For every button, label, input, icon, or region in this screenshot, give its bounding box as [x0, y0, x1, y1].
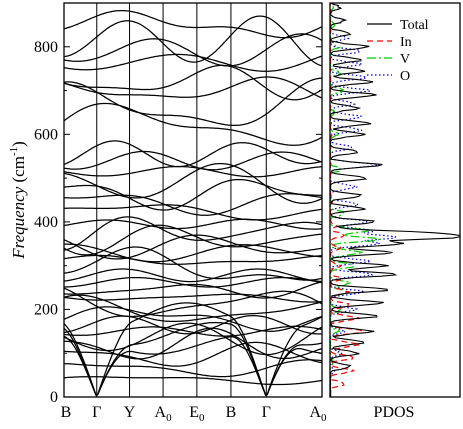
y-tick-label: 0 — [50, 389, 58, 406]
pdos-total-curve — [329, 2, 461, 398]
y-tick-label: 800 — [34, 39, 58, 56]
x-tick-label: A0 — [155, 404, 173, 424]
y-tick-label: 400 — [34, 214, 58, 231]
x-tick-label: Y — [124, 404, 136, 421]
pdos-v-curve — [329, 2, 382, 398]
x-tick-label: B — [61, 404, 72, 421]
legend-label-total: Total — [400, 18, 429, 33]
x-axis-ticks: B Γ Y A0 E0 B Γ A0 — [61, 404, 327, 424]
high-symmetry-lines — [96, 3, 267, 397]
legend-label-in: In — [400, 35, 412, 50]
optical-branch — [63, 33, 323, 67]
optical-branch — [63, 140, 323, 168]
optical-branch — [63, 178, 322, 211]
pdos-legend: Total In VO — [367, 18, 429, 84]
optical-branch — [63, 306, 323, 332]
y-axis-title-unit: (cm — [9, 156, 28, 187]
optical-branch — [63, 76, 323, 99]
y-axis-title-exp: -1 — [8, 147, 20, 156]
dispersion-axes-frame — [63, 2, 323, 398]
x-tick-label: A0 — [309, 404, 327, 424]
optical-branch — [63, 53, 323, 72]
x-tick-label: B — [226, 404, 237, 421]
legend-label-v: V — [400, 52, 410, 67]
optical-branch — [63, 268, 323, 283]
optical-branch — [63, 376, 323, 386]
x-tick-label: E0 — [189, 404, 205, 424]
optical-branch — [63, 341, 323, 367]
optical-branch — [63, 216, 323, 251]
acoustic-branch — [63, 321, 323, 397]
optical-branch — [63, 224, 323, 256]
x-tick-label: Γ — [92, 404, 101, 421]
optical-branch — [63, 293, 323, 303]
optical-branch — [63, 325, 323, 337]
optical-branch — [63, 281, 323, 299]
optical-branch — [63, 243, 323, 263]
pdos-panel: Total In VO PDOS — [329, 2, 461, 421]
pdos-axes-frame — [329, 2, 461, 398]
pdos-x-label: PDOS — [374, 404, 415, 421]
y-axis-title-close: ) — [9, 141, 28, 147]
optical-branch — [63, 287, 323, 318]
y-axis-ticks: 0 200 400 600 800 — [34, 39, 322, 406]
optical-branch — [63, 322, 323, 356]
dispersion-panel: 0 200 400 600 800 B Γ Y A0 E0 B Γ A0 Frequency (cm-… — [8, 2, 327, 424]
x-tick-label: Γ — [262, 404, 271, 421]
optical-branch — [63, 150, 323, 171]
optical-branch — [63, 294, 323, 323]
optical-branch — [63, 165, 323, 178]
phonon-branches — [63, 9, 323, 397]
optical-branch — [63, 218, 323, 230]
optical-branch — [63, 15, 323, 67]
optical-branch — [63, 102, 323, 146]
y-tick-label: 600 — [34, 126, 58, 143]
y-axis-title-main: Frequency — [9, 186, 28, 260]
optical-branch — [63, 64, 323, 101]
optical-branch — [63, 254, 323, 265]
optical-branch — [63, 162, 323, 204]
optical-branch — [64, 193, 323, 216]
optical-branch — [63, 359, 323, 378]
optical-branch — [63, 9, 323, 39]
optical-branch — [63, 204, 323, 221]
y-tick-label: 200 — [34, 301, 58, 318]
legend-label-o: O — [400, 69, 410, 84]
pdos-curves — [329, 2, 461, 398]
optical-branch — [64, 276, 323, 288]
optical-branch — [63, 314, 322, 335]
y-axis-title: Frequency (cm-1) — [8, 141, 28, 260]
acoustic-branch — [63, 302, 323, 397]
optical-branch — [63, 77, 323, 127]
